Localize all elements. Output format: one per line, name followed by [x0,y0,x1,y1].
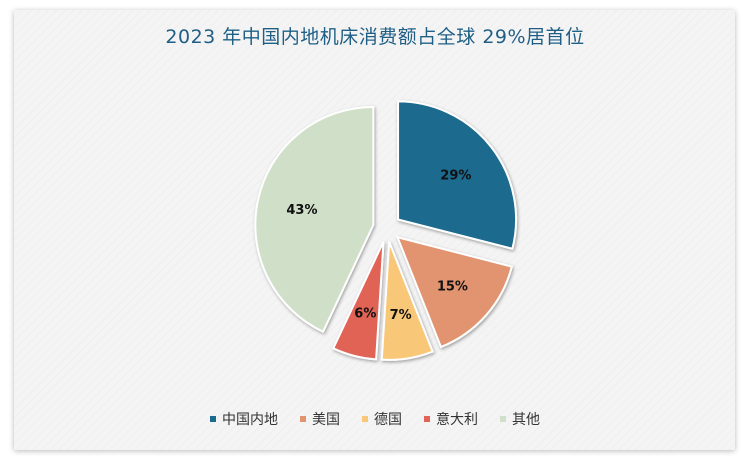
legend-swatch [500,416,506,422]
legend-label: 其他 [512,412,540,428]
legend-item-4: 意大利 [424,409,478,429]
legend-label: 德国 [374,412,402,428]
legend-label: 中国内地 [222,412,278,428]
legend-swatch [362,416,368,422]
legend-item-3: 德国 [362,409,402,429]
pie-slice-1 [397,100,518,250]
pie-slice-2 [395,235,514,349]
legend-swatch [300,416,306,422]
chart-legend: 中国内地 美国 德国 意大利 其他 [0,409,750,429]
slice-label-5: 43% [286,203,317,218]
slice-label-1: 29% [440,169,471,184]
legend-item-2: 美国 [300,409,340,429]
slice-label-3: 7% [390,308,412,323]
slice-label-2: 15% [437,280,468,295]
legend-item-5: 其他 [500,409,540,429]
slice-label-4: 6% [354,306,376,321]
pie-slice-3 [380,241,434,361]
legend-item-1: 中国内地 [210,409,278,429]
chart-title: 2023 年中国内地机床消费额占全球 29%居首位 [165,26,585,48]
legend-swatch [424,416,430,422]
pie-slice-4 [331,241,385,361]
chart-card [14,10,735,450]
legend-swatch [210,416,216,422]
pie-slice-5 [254,105,375,334]
legend-label: 美国 [312,412,340,428]
legend-label: 意大利 [436,412,478,428]
